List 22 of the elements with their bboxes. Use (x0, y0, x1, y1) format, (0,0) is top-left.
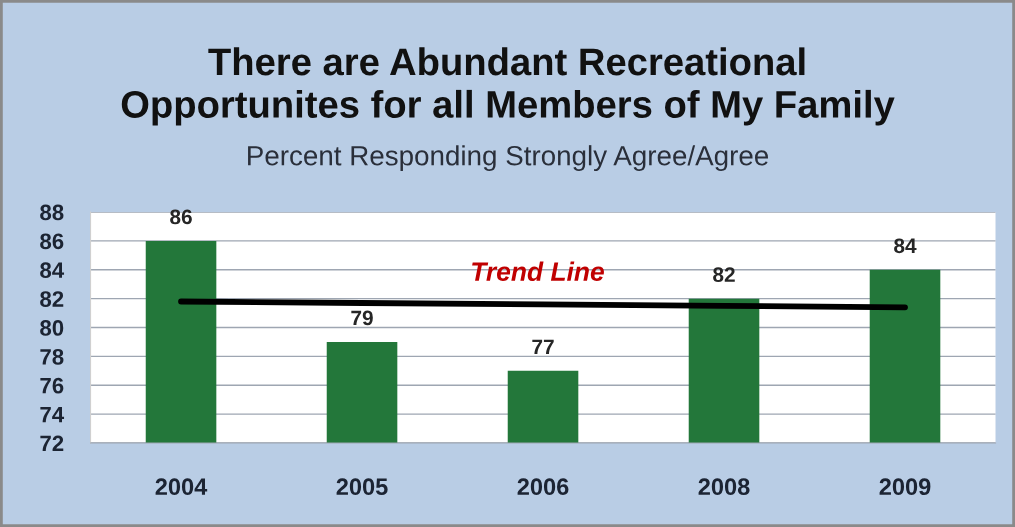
x-tick-label: 2004 (155, 478, 208, 496)
x-tick-label: 2008 (698, 478, 750, 496)
data-label: 79 (351, 310, 373, 326)
x-tick-label: 2006 (517, 478, 569, 496)
chart-title: There are Abundant Recreational Opportunites for all Members of My Family (121, 47, 895, 126)
data-label: 86 (170, 209, 192, 225)
y-tick-label: 82 (40, 291, 64, 307)
y-tick-label: 78 (40, 348, 64, 365)
y-tick-label: 72 (40, 435, 64, 452)
data-label: 84 (894, 238, 917, 254)
x-tick-label: 2005 (336, 478, 388, 496)
data-label: 82 (713, 267, 735, 283)
y-tick-label: 74 (40, 406, 65, 423)
chart-subtitle: Percent Responding Strongly Agree/Agree (248, 145, 769, 172)
y-tick-label: 88 (40, 204, 64, 221)
y-tick-label: 80 (40, 320, 64, 336)
y-tick-label: 84 (40, 262, 65, 279)
x-tick-label: 2009 (879, 478, 931, 496)
y-tick-label: 86 (40, 233, 64, 250)
y-tick-label: 76 (40, 377, 64, 394)
data-label: 77 (532, 339, 554, 354)
series-label: Trend Line (472, 261, 604, 281)
